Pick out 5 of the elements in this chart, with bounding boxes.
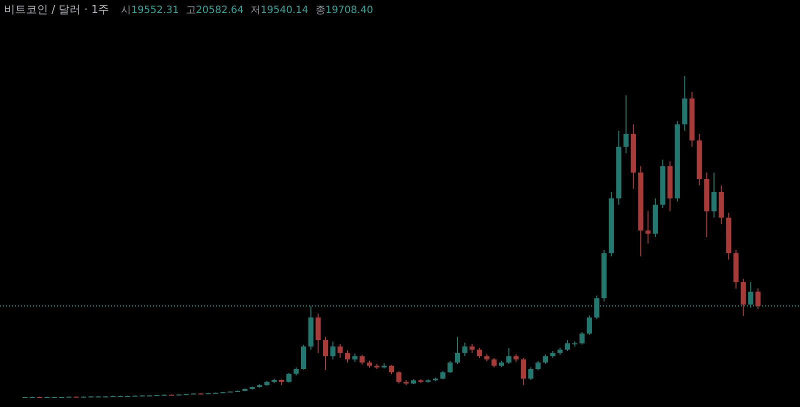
- title: 비트코인 / 달러 · 1주: [4, 3, 110, 16]
- annotation: 시19552.31: [121, 5, 179, 16]
- annotation: 고20582.64: [186, 5, 244, 16]
- annotation: 종19708.40: [315, 5, 374, 16]
- annotation: 저19540.14: [250, 5, 308, 16]
